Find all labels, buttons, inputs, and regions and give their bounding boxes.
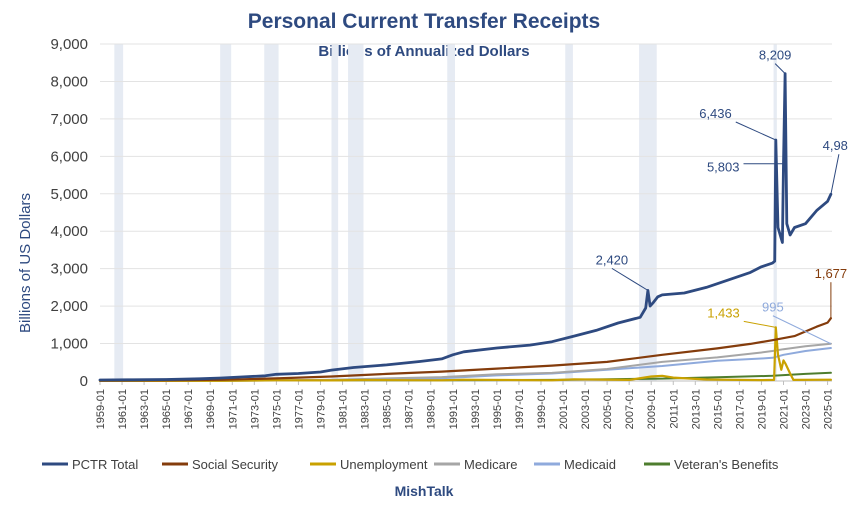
x-tick-label: 1999-01 xyxy=(536,389,548,429)
annotation-leader xyxy=(743,320,776,328)
x-tick-label: 1973-01 xyxy=(249,389,261,429)
recession-bands xyxy=(114,44,777,381)
x-tick-label: 2019-01 xyxy=(756,389,768,429)
x-tick-label: 2015-01 xyxy=(712,389,724,429)
x-tick-label: 1959-01 xyxy=(95,389,107,429)
data-label: 995 xyxy=(762,300,784,315)
x-axis-ticks: 1959-01 1961-01 1963-01 1965-01 1967-01 1969-… xyxy=(95,381,835,429)
series-line-social-security xyxy=(98,317,832,382)
recession-band xyxy=(331,44,339,381)
x-tick-label: 2025-01 xyxy=(823,389,835,429)
x-tick-label: 1987-01 xyxy=(404,389,416,429)
series-lines xyxy=(98,72,833,382)
chart-credit: MishTalk xyxy=(395,483,454,499)
x-tick-label: 2003-01 xyxy=(580,389,592,429)
annotation-leader xyxy=(830,154,840,195)
x-tick-label: 2009-01 xyxy=(646,389,658,429)
legend-label: PCTR Total xyxy=(72,457,138,472)
x-tick-label: 2017-01 xyxy=(734,389,746,429)
recession-band xyxy=(264,44,279,381)
x-tick-label: 2005-01 xyxy=(602,389,614,429)
x-tick-label: 1981-01 xyxy=(338,389,350,429)
y-axis-ticks: 0 1,000 2,000 3,000 4,000 5,000 6,000 7,000 8,00… xyxy=(50,36,88,390)
chart-title: Personal Current Transfer Receipts xyxy=(248,10,600,33)
x-tick-label: 2023-01 xyxy=(801,389,813,429)
x-tick-label: 1983-01 xyxy=(360,389,372,429)
x-tick-label: 1969-01 xyxy=(205,389,217,429)
x-tick-label: 1995-01 xyxy=(492,389,504,429)
recession-band xyxy=(220,44,232,381)
x-tick-label: 1997-01 xyxy=(514,389,526,429)
x-tick-label: 1975-01 xyxy=(271,389,283,429)
x-tick-label: 1985-01 xyxy=(382,389,394,429)
y-tick-label: 4,000 xyxy=(50,223,88,240)
series-line-unemployment xyxy=(98,326,832,382)
legend: PCTR Total Social Security Unemployment Med… xyxy=(42,457,779,472)
x-tick-label: 2007-01 xyxy=(624,389,636,429)
annotation-leader xyxy=(611,267,649,291)
y-tick-label: 9,000 xyxy=(50,36,88,53)
legend-label: Unemployment xyxy=(340,457,428,472)
series-line-medicare xyxy=(99,342,832,382)
data-label: 2,420 xyxy=(596,252,629,267)
legend-label: Medicaid xyxy=(564,457,616,472)
legend-label: Veteran's Benefits xyxy=(674,457,779,472)
x-tick-label: 1991-01 xyxy=(448,389,460,429)
recession-band xyxy=(348,44,364,381)
y-tick-label: 8,000 xyxy=(50,73,88,90)
x-tick-label: 1967-01 xyxy=(183,389,195,429)
x-tick-label: 1961-01 xyxy=(117,389,129,429)
data-label: 1,677 xyxy=(815,266,848,281)
recession-band xyxy=(639,44,657,381)
data-label: 4,988 xyxy=(823,138,848,153)
x-tick-label: 1965-01 xyxy=(161,389,173,429)
data-label: 8,209 xyxy=(759,48,792,63)
y-tick-label: 3,000 xyxy=(50,261,88,278)
y-axis-label: Billions of US Dollars xyxy=(17,193,34,333)
data-label: 5,803 xyxy=(707,160,740,175)
x-tick-label: 1963-01 xyxy=(139,389,151,429)
x-tick-label: 2021-01 xyxy=(778,389,790,429)
legend-label: Social Security xyxy=(192,457,278,472)
recession-band xyxy=(447,44,455,381)
x-tick-label: 1979-01 xyxy=(315,389,327,429)
annotation-leader xyxy=(774,63,786,74)
data-annotations: 2,420 6,436 5,803 8,209 4,988 1,677 995 1,433 xyxy=(596,48,848,345)
x-tick-label: 1971-01 xyxy=(227,389,239,429)
y-gridlines xyxy=(100,43,832,382)
recession-band xyxy=(565,44,573,381)
chart-subtitle: Billions of Annualized Dollars xyxy=(318,43,529,60)
x-tick-label: 1993-01 xyxy=(470,389,482,429)
y-tick-label: 1,000 xyxy=(50,336,88,353)
legend-label: Medicare xyxy=(464,457,517,472)
x-tick-label: 1989-01 xyxy=(426,389,438,429)
x-tick-label: 2001-01 xyxy=(558,389,570,429)
x-tick-label: 2011-01 xyxy=(668,389,680,429)
y-tick-label: 2,000 xyxy=(50,298,88,315)
data-label: 6,436 xyxy=(699,106,732,121)
series-line-pctr-total xyxy=(98,72,833,382)
y-tick-label: 0 xyxy=(80,373,88,390)
recession-band xyxy=(114,44,124,381)
annotation-leader xyxy=(735,121,776,141)
y-tick-label: 6,000 xyxy=(50,148,88,165)
annotation-leader xyxy=(772,315,832,345)
x-tick-label: 1977-01 xyxy=(293,389,305,429)
x-tick-label: 2013-01 xyxy=(690,389,702,429)
y-tick-label: 7,000 xyxy=(50,111,88,128)
y-tick-label: 5,000 xyxy=(50,186,88,203)
data-label: 1,433 xyxy=(707,305,740,320)
